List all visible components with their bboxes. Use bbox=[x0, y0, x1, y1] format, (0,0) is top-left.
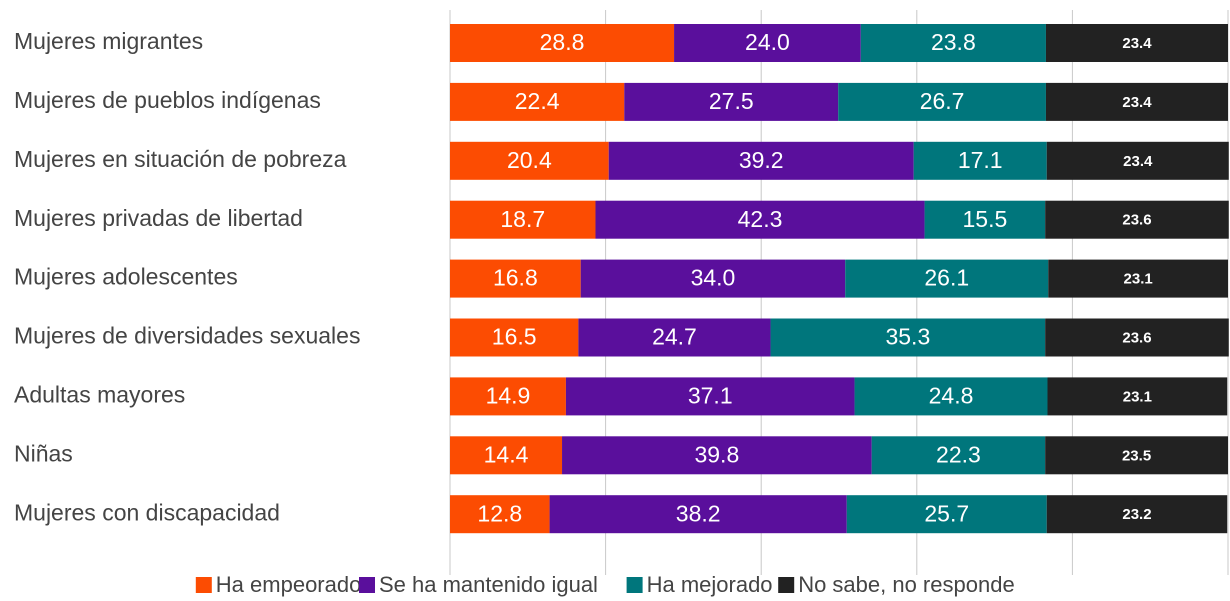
bar-segment bbox=[838, 82, 1046, 121]
value-label: 39.8 bbox=[694, 441, 739, 467]
value-label: 22.3 bbox=[936, 441, 981, 467]
value-label: 25.7 bbox=[924, 500, 969, 526]
bar-segment bbox=[1045, 436, 1228, 475]
value-label: 14.9 bbox=[486, 382, 531, 408]
value-label: 23.1 bbox=[1124, 271, 1153, 288]
legend-label: Ha empeorado bbox=[216, 572, 362, 597]
value-label: 23.4 bbox=[1122, 35, 1152, 52]
bar-segment bbox=[854, 377, 1048, 416]
bar-segment bbox=[450, 377, 566, 416]
bar-segment bbox=[450, 200, 596, 239]
value-label: 24.7 bbox=[652, 324, 697, 350]
value-label: 38.2 bbox=[676, 500, 721, 526]
bar-segment bbox=[562, 436, 872, 475]
category-label: Mujeres de diversidades sexuales bbox=[14, 323, 360, 349]
value-label: 23.5 bbox=[1122, 447, 1151, 464]
bar-segment bbox=[608, 141, 914, 180]
value-label: 23.4 bbox=[1123, 153, 1153, 170]
value-label: 26.7 bbox=[920, 88, 965, 114]
value-label: 27.5 bbox=[709, 88, 754, 114]
legend-label: Ha mejorado bbox=[647, 572, 773, 597]
category-label: Niñas bbox=[14, 440, 73, 466]
bar-segment bbox=[450, 436, 563, 475]
legend-swatch bbox=[195, 577, 212, 593]
value-label: 12.8 bbox=[477, 500, 522, 526]
bar-segment bbox=[450, 318, 579, 357]
value-label: 14.4 bbox=[484, 441, 529, 467]
legend-label: Se ha mantenido igual bbox=[379, 572, 598, 597]
bar-segment bbox=[924, 200, 1046, 239]
value-label: 34.0 bbox=[691, 265, 736, 291]
value-label: 23.4 bbox=[1122, 94, 1152, 111]
value-label: 24.0 bbox=[745, 29, 790, 55]
value-label: 37.1 bbox=[688, 382, 733, 408]
bar-segment bbox=[871, 436, 1046, 475]
value-label: 23.6 bbox=[1122, 212, 1151, 229]
category-label: Mujeres en situación de pobreza bbox=[14, 146, 347, 172]
value-label: 18.7 bbox=[500, 206, 545, 232]
bar-segment bbox=[674, 24, 861, 62]
bar-segment bbox=[450, 24, 675, 62]
legend-swatch bbox=[778, 577, 795, 593]
bar-segment bbox=[565, 377, 855, 416]
bar-segment bbox=[1045, 318, 1229, 357]
value-label: 20.4 bbox=[507, 147, 552, 173]
value-label: 35.3 bbox=[885, 324, 930, 350]
category-label: Mujeres privadas de libertad bbox=[14, 205, 303, 231]
bar-segment bbox=[595, 200, 925, 239]
bar-segment bbox=[1045, 82, 1228, 121]
bar-segment bbox=[549, 495, 847, 534]
bar-segment bbox=[580, 259, 846, 298]
bar-segment bbox=[770, 318, 1046, 357]
bar-segment bbox=[1047, 377, 1228, 416]
bar-segment bbox=[450, 495, 550, 534]
value-label: 16.5 bbox=[492, 324, 537, 350]
value-label: 24.8 bbox=[929, 382, 974, 408]
bar-segment bbox=[450, 141, 609, 180]
bar-segment bbox=[1046, 141, 1229, 180]
value-label: 17.1 bbox=[958, 147, 1003, 173]
legend-swatch bbox=[359, 577, 375, 593]
value-label: 23.8 bbox=[931, 29, 976, 55]
category-label: Mujeres con discapacidad bbox=[14, 499, 280, 525]
bar-segment bbox=[913, 141, 1047, 180]
category-label: Mujeres adolescentes bbox=[14, 264, 238, 290]
value-label: 23.2 bbox=[1122, 506, 1151, 523]
bar-segment bbox=[860, 24, 1046, 62]
bar-segment bbox=[1048, 259, 1228, 298]
bar-segment bbox=[624, 82, 839, 121]
bar-segment bbox=[1046, 495, 1228, 534]
bar-segment bbox=[450, 82, 625, 121]
value-label: 23.1 bbox=[1123, 388, 1152, 405]
bar-segment bbox=[578, 318, 771, 357]
category-label: Mujeres migrantes bbox=[14, 28, 203, 54]
bar-segment bbox=[846, 495, 1047, 534]
legend-swatch bbox=[626, 577, 643, 593]
value-label: 28.8 bbox=[540, 29, 585, 55]
value-label: 23.6 bbox=[1122, 329, 1151, 346]
category-label: Mujeres de pueblos indígenas bbox=[14, 87, 321, 113]
bar-segment bbox=[1045, 24, 1228, 62]
bar-segment bbox=[450, 259, 581, 298]
bar-segment bbox=[1045, 200, 1229, 239]
bar-segment bbox=[845, 259, 1049, 298]
value-label: 16.8 bbox=[493, 265, 538, 291]
value-label: 22.4 bbox=[515, 88, 560, 114]
value-label: 15.5 bbox=[962, 206, 1007, 232]
value-label: 42.3 bbox=[738, 206, 783, 232]
category-label: Adultas mayores bbox=[14, 381, 185, 407]
legend-label: No sabe, no responde bbox=[798, 572, 1015, 597]
value-label: 26.1 bbox=[924, 265, 969, 291]
value-label: 39.2 bbox=[739, 147, 784, 173]
